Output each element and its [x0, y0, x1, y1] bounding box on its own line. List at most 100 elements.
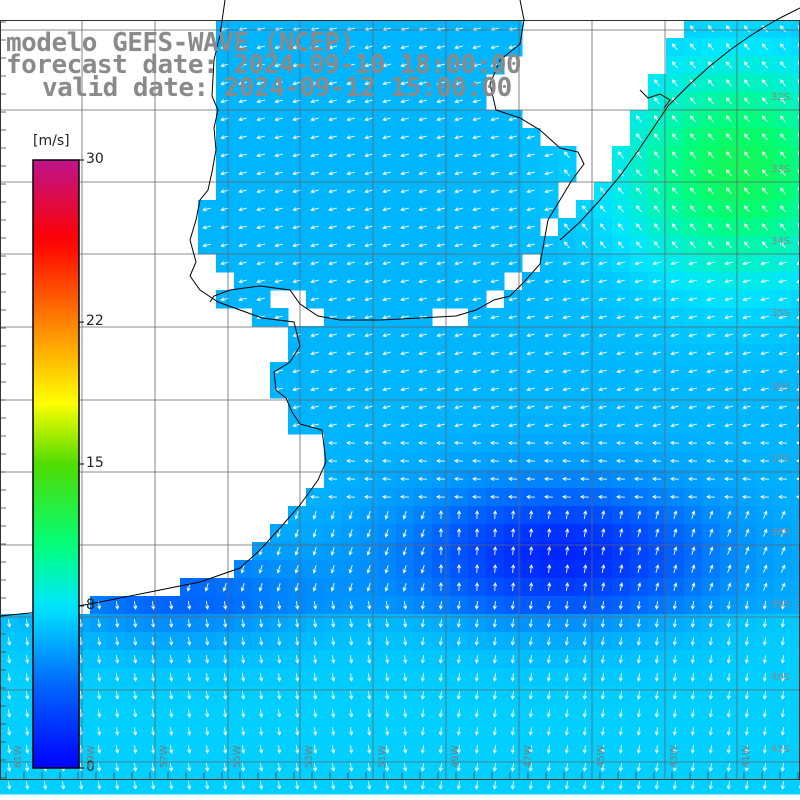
wind-arrow	[600, 708, 605, 718]
wind-arrow	[366, 511, 371, 520]
wind-arrow	[562, 387, 571, 392]
wind-arrow	[454, 369, 463, 374]
wind-arrow	[526, 153, 535, 158]
wind-arrow	[672, 780, 677, 790]
wind-cell	[792, 236, 800, 255]
wind-arrow	[761, 223, 768, 231]
wind-arrow	[544, 440, 554, 446]
wind-arrow	[364, 369, 373, 374]
wind-arrow	[382, 333, 391, 338]
wind-arrow	[402, 583, 407, 592]
wind-arrow	[490, 63, 499, 68]
wind-arrow	[743, 241, 750, 249]
wind-cell	[792, 308, 800, 327]
wind-arrow	[654, 600, 659, 610]
wind-arrow	[706, 315, 715, 320]
wind-arrow	[420, 672, 425, 682]
wind-arrow	[508, 45, 517, 50]
wind-arrow	[508, 243, 517, 248]
wind-arrow	[580, 458, 590, 464]
wind-arrow	[220, 171, 229, 176]
coastline	[0, 0, 800, 617]
wind-arrow	[205, 672, 210, 682]
wind-arrow	[400, 45, 409, 50]
wind-arrow	[636, 636, 641, 646]
wind-arrow	[690, 744, 695, 754]
wind-arrow	[690, 636, 695, 646]
wind-arrow	[544, 297, 553, 302]
wind-arrow	[654, 636, 659, 646]
wind-arrow	[544, 261, 553, 266]
wind-arrow	[691, 564, 696, 573]
wind-arrow	[295, 600, 300, 610]
wind-arrow	[690, 618, 695, 628]
wind-arrow	[277, 744, 282, 754]
wind-arrow	[745, 582, 750, 591]
wind-arrow	[601, 528, 606, 538]
wind-arrow	[346, 189, 355, 194]
wind-arrow	[654, 708, 659, 718]
wind-arrow	[364, 135, 373, 140]
wind-arrow	[599, 241, 606, 249]
wind-arrow	[256, 117, 265, 122]
wind-arrow	[205, 708, 210, 718]
wind-arrow	[709, 564, 714, 573]
wind-arrow	[689, 187, 696, 195]
wind-arrow	[653, 205, 660, 213]
wind-arrow	[456, 654, 461, 664]
wind-arrow	[634, 369, 643, 374]
wind-arrow	[330, 583, 335, 592]
wind-arrow	[400, 135, 409, 140]
wind-arrow	[310, 63, 319, 68]
wind-arrow	[240, 565, 245, 574]
wind-arrow	[474, 762, 479, 772]
wind-arrow	[600, 780, 605, 790]
wind-arrow	[544, 207, 553, 212]
wind-arrow	[724, 333, 733, 338]
wind-arrow	[238, 63, 247, 68]
wind-arrow	[547, 546, 552, 556]
wind-arrow	[655, 510, 660, 519]
wind-arrow	[382, 315, 391, 320]
wind-arrow	[400, 153, 409, 158]
wind-arrow	[618, 654, 623, 664]
wind-arrow	[454, 243, 463, 248]
wind-arrow	[169, 618, 174, 628]
wind-arrow	[205, 690, 210, 700]
wind-arrow	[436, 369, 445, 374]
wind-arrow	[346, 81, 355, 86]
wind-arrow	[115, 708, 120, 718]
wind-arrow	[274, 135, 283, 140]
wind-arrow	[779, 187, 786, 195]
wind-arrow	[635, 151, 642, 159]
wind-arrow	[691, 546, 696, 555]
wind-arrow	[652, 494, 662, 500]
wind-arrow	[346, 423, 355, 428]
wind-arrow	[708, 744, 713, 754]
wind-arrow	[418, 45, 427, 50]
wind-arrow	[238, 117, 247, 122]
wind-arrow	[472, 458, 482, 464]
wind-arrow	[546, 726, 551, 736]
wind-arrow	[544, 387, 553, 392]
wind-cell	[792, 650, 800, 669]
wind-arrow	[292, 189, 301, 194]
wind-arrow	[274, 243, 283, 248]
wind-arrow	[724, 423, 733, 428]
wind-arrow	[526, 387, 535, 392]
wind-arrow	[690, 762, 695, 772]
wind-arrow	[292, 387, 301, 392]
wind-arrow	[726, 708, 731, 718]
wind-arrow	[292, 117, 301, 122]
wind-arrow	[151, 780, 156, 790]
wind-arrow	[508, 494, 518, 500]
wind-arrow	[382, 117, 391, 122]
valid-date: valid date: 2024-09-12 15:00:00	[42, 73, 512, 103]
wind-arrow	[364, 99, 373, 104]
wind-arrow	[115, 636, 120, 646]
wind-arrow	[310, 405, 319, 410]
wind-arrow	[346, 207, 355, 212]
wind-arrow	[529, 582, 534, 592]
wind-cell	[792, 218, 800, 237]
wind-arrow	[563, 169, 570, 177]
